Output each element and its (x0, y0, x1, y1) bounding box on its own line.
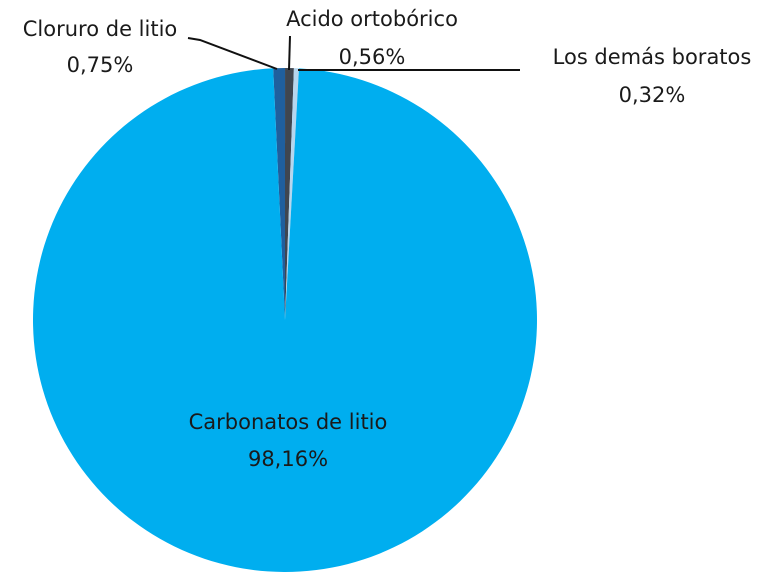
slice-value: 0,75% (67, 53, 134, 77)
slice-label: Cloruro de litio (23, 17, 178, 41)
slice-label: Carbonatos de litio (189, 410, 388, 434)
pie-slice (33, 68, 538, 572)
pie-slice (273, 68, 286, 320)
slice-value: 0,32% (619, 83, 686, 107)
slice-value: 0,56% (339, 45, 406, 69)
slice-label: Los demás boratos (553, 45, 752, 69)
leader-line (288, 35, 291, 71)
slice-label: Acido ortobórico (286, 7, 458, 31)
slice-value: 98,16% (248, 447, 328, 471)
pie-slice (285, 68, 294, 320)
pie-slice (285, 68, 299, 320)
leader-line (187, 37, 278, 70)
